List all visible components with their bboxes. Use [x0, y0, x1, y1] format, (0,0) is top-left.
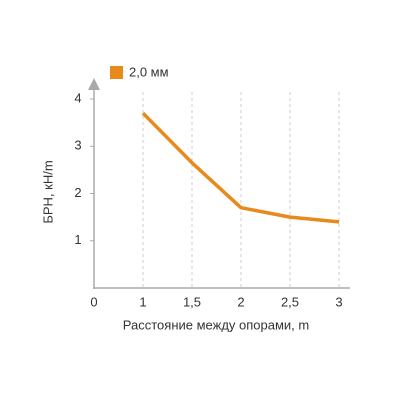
- x-axis-label: Расстояние между опорами, m: [123, 317, 309, 332]
- y-tick-label: 1: [74, 232, 81, 247]
- y-axis-label: БРН, кН/m: [40, 160, 55, 223]
- x-tick-label: 3: [335, 294, 342, 309]
- y-tick-label: 2: [74, 185, 81, 200]
- legend-label: 2,0 мм: [129, 64, 169, 79]
- x-tick-label: 2: [237, 294, 244, 309]
- y-tick-label: 3: [74, 138, 81, 153]
- x-tick-label: 1,5: [183, 294, 201, 309]
- x-tick-label: 2,5: [281, 294, 299, 309]
- y-tick-label: 4: [74, 90, 81, 105]
- line: [141, 111, 340, 224]
- legend-swatch: [110, 66, 123, 79]
- x-tick-label: 0: [90, 294, 97, 309]
- x-tick-label: 1: [139, 294, 146, 309]
